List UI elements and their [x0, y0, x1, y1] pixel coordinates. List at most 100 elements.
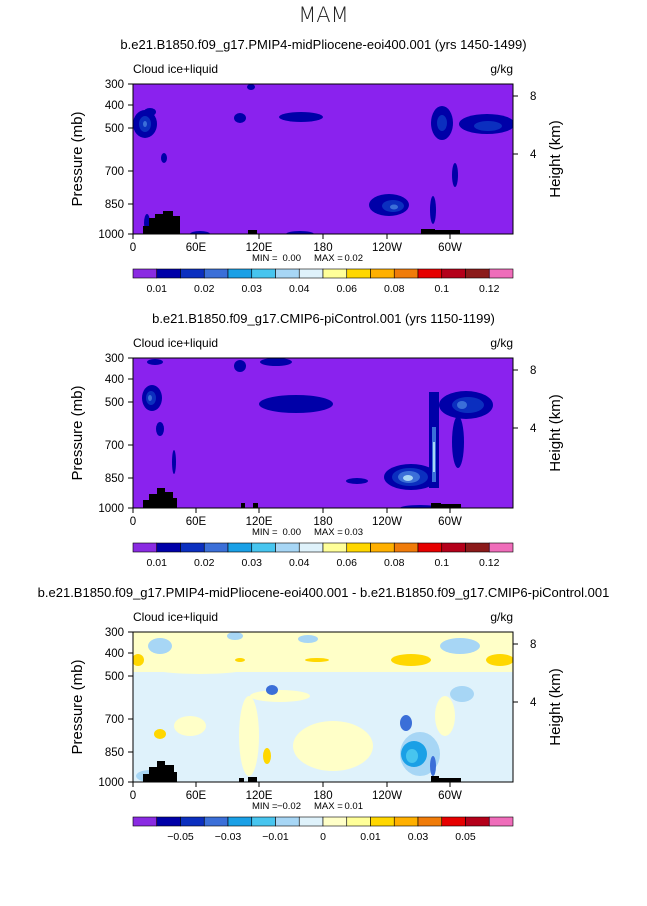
min-label: MIN = — [252, 801, 278, 812]
colorbar-box — [417, 816, 443, 827]
cloud-ice-liquid-label: Cloud ice+liquid — [133, 62, 218, 76]
x-tick-label: 120W — [372, 516, 402, 528]
colorbar-box — [417, 542, 443, 553]
contour-region — [406, 749, 418, 763]
terrain-block — [149, 494, 157, 508]
y-tick-label: 850 — [105, 747, 124, 759]
y-tick-label: 700 — [105, 440, 124, 452]
terrain-block — [149, 767, 157, 782]
terrain-block — [157, 761, 165, 782]
colorbar-label: −0.05 — [167, 831, 194, 843]
y-tick-label: 1000 — [98, 777, 124, 789]
colorbar-box — [275, 542, 300, 553]
colorbar-box — [346, 268, 371, 279]
colorbar-label: 0.01 — [147, 283, 168, 295]
colorbar-box — [393, 268, 419, 279]
terrain-block — [441, 504, 461, 508]
terrain-block — [165, 492, 173, 508]
plot-background — [133, 358, 513, 508]
contour-region — [279, 112, 323, 122]
min-label: MIN = — [252, 527, 278, 538]
colorbar-box — [488, 816, 514, 827]
terrain-block — [149, 218, 155, 234]
colorbar-box — [346, 542, 371, 553]
colorbar-box — [488, 542, 514, 553]
terrain-block — [439, 778, 461, 782]
colorbar-label: 0.02 — [194, 283, 215, 295]
terrain-block — [248, 230, 257, 234]
contour-region — [247, 84, 255, 90]
colorbar-box — [132, 816, 158, 827]
colorbar-box — [132, 542, 158, 553]
contour-region — [147, 359, 163, 365]
terrain-block — [143, 226, 149, 234]
plot-background — [133, 84, 513, 234]
units-label: g/kg — [490, 610, 513, 624]
x-tick-label: 60W — [438, 516, 462, 528]
terrain-block — [421, 229, 435, 234]
height-axis-title: Height (km) — [547, 394, 564, 472]
max-label: MAX = — [314, 527, 343, 538]
y-tick-label: 500 — [105, 397, 124, 409]
colorbar-box — [441, 816, 466, 827]
max-value: 0.02 — [345, 253, 364, 264]
y-tick-label: 500 — [105, 123, 124, 135]
contour-region — [250, 690, 310, 702]
height-axis-title: Height (km) — [547, 668, 564, 746]
colorbar-box — [180, 268, 205, 279]
panel-2-title: b.e21.B1850.f09_g17.CMIP6-piControl.001 … — [152, 311, 495, 326]
colorbar-box — [298, 268, 324, 279]
colorbar-box — [322, 268, 348, 279]
terrain-block — [435, 230, 460, 234]
x-tick-label: 0 — [130, 516, 136, 528]
contour-region — [143, 121, 147, 127]
contour-region — [154, 729, 166, 739]
terrain-block — [143, 774, 149, 782]
panel-3-chart: Cloud ice+liquid g/kg30040050070085010008… — [69, 610, 564, 843]
colorbar-label: 0.03 — [242, 557, 263, 569]
y-tick-label: 850 — [105, 473, 124, 485]
colorbar-box — [441, 268, 466, 279]
y-tick-label: 400 — [105, 648, 124, 660]
figure-main-title: MAM — [298, 3, 349, 27]
max-label: MAX = — [314, 801, 343, 812]
colorbar-label: 0.1 — [434, 557, 449, 569]
colorbar-box — [465, 816, 490, 827]
height-axis-title: Height (km) — [547, 120, 564, 198]
contour-region — [174, 716, 206, 736]
contour-region — [148, 638, 172, 654]
x-tick-label: 60W — [438, 242, 462, 254]
panel-1-title: b.e21.B1850.f09_g17.PMIP4-midPliocene-eo… — [120, 37, 527, 52]
contour-region — [286, 231, 314, 234]
contour-region — [156, 422, 164, 436]
colorbar-box — [488, 268, 514, 279]
contour-region — [260, 358, 292, 366]
pressure-axis-title: Pressure (mb) — [69, 385, 86, 480]
y2-tick-label: 4 — [530, 149, 537, 161]
terrain-block — [431, 776, 439, 782]
contour-region — [474, 121, 502, 131]
contour-region — [457, 401, 467, 409]
colorbar-label: 0.04 — [289, 283, 310, 295]
terrain-block — [174, 772, 177, 782]
terrain-block — [253, 503, 258, 508]
colorbar-box — [465, 268, 490, 279]
contour-region — [140, 654, 260, 674]
y-tick-label: 700 — [105, 166, 124, 178]
max-label: MAX = — [314, 253, 343, 264]
panel-3-title: b.e21.B1850.f09_g17.PMIP4-midPliocene-eo… — [37, 585, 610, 600]
colorbar-label: 0.12 — [479, 557, 500, 569]
colorbar-label: 0 — [320, 831, 326, 843]
panel-2-chart: Cloud ice+liquid g/kg 300 400 500 700 850 1000 8… — [69, 336, 564, 569]
colorbar-box — [441, 542, 466, 553]
y-tick-label: 300 — [105, 353, 124, 365]
colorbar-label: 0.01 — [360, 831, 381, 843]
contour-region — [452, 416, 464, 468]
colorbar-box — [203, 542, 229, 553]
x-tick-label: 120E — [246, 516, 273, 528]
contour-region — [346, 478, 368, 484]
colorbar-box — [393, 542, 419, 553]
min-value: −0.02 — [277, 801, 301, 812]
colorbar-label: 0.04 — [289, 557, 310, 569]
min-value: 0.00 — [283, 253, 302, 264]
